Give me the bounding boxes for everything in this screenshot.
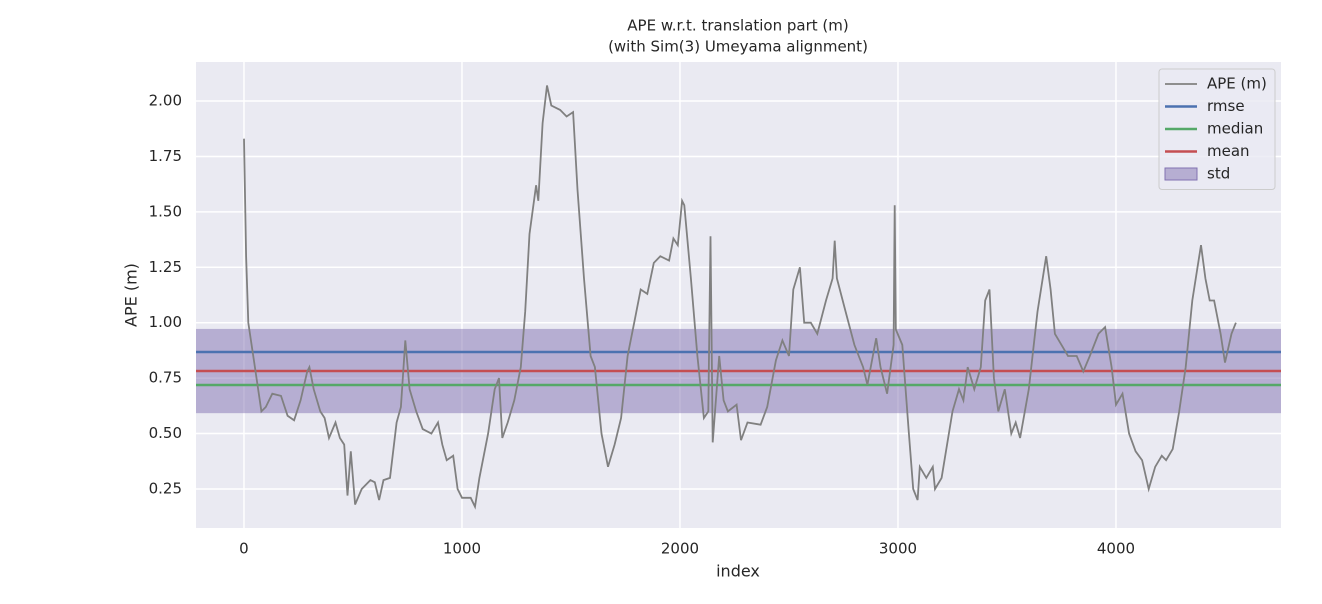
x-tick-label: 4000 [1097,540,1135,558]
x-tick-label: 0 [239,540,249,558]
x-tick-label: 2000 [661,540,699,558]
legend-label: rmse [1207,97,1245,115]
y-tick-label: 0.75 [149,369,182,387]
y-tick-label: 0.25 [149,479,182,497]
legend-label: mean [1207,142,1250,160]
data-line [243,85,1237,510]
chart-subtitle: (with Sim(3) Umeyama alignment) [608,38,868,56]
y-tick-label: 1.25 [149,258,182,276]
legend-label: median [1207,120,1263,138]
y-tick-label: 2.00 [149,92,182,110]
x-axis-label: index [716,562,760,581]
y-tick-label: 0.50 [149,424,182,442]
x-tick-label: 3000 [879,540,917,558]
x-tick-label: 1000 [443,540,481,558]
y-tick-label: 1.00 [149,313,182,331]
legend-label: APE (m) [1207,75,1267,93]
y-tick-label: 1.50 [149,202,182,220]
y-axis-label: APE (m) [122,263,141,327]
legend-swatch [1164,167,1198,181]
legend: APE (m) rmse median mean std [1158,68,1276,190]
plot-background [196,62,1281,528]
chart-title: APE w.r.t. translation part (m) [627,17,848,35]
legend-box [1158,68,1276,190]
y-tick-label: 1.75 [149,147,182,165]
legend-label: std [1207,165,1230,183]
